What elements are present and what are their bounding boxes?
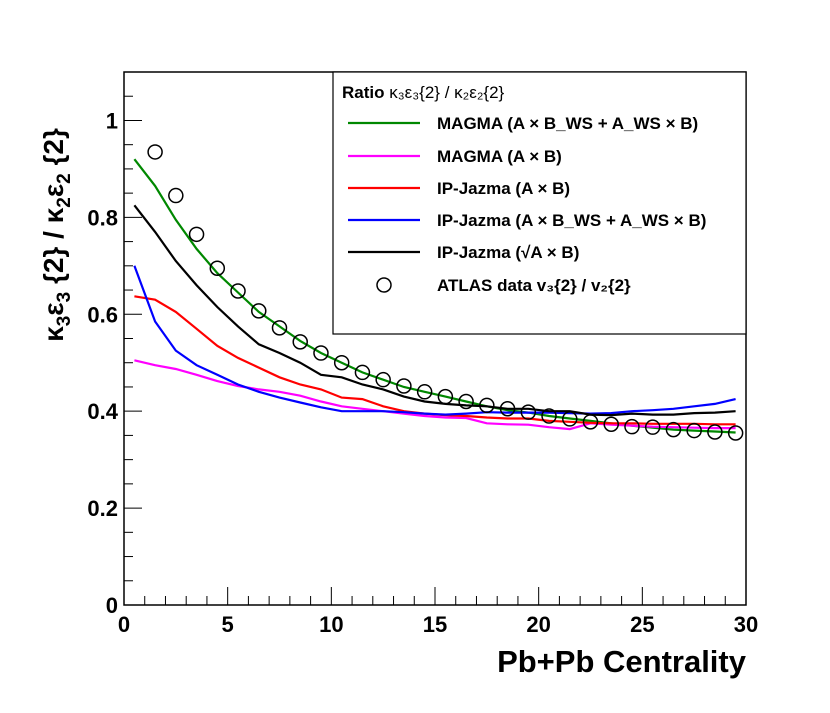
data-point <box>520 404 537 420</box>
data-point <box>458 393 474 410</box>
legend-label: MAGMA (A × B_WS + A_WS × B) <box>437 114 698 133</box>
data-point <box>313 345 329 361</box>
data-point <box>230 283 246 299</box>
data-point <box>375 371 391 388</box>
data-point <box>437 388 454 405</box>
x-axis-title: Pb+Pb Centrality <box>497 644 747 679</box>
x-tick-label: 5 <box>222 612 234 637</box>
y-axis-title: κ3ε3 {2} / κ2ε2 {2} <box>38 128 75 342</box>
data-point <box>333 354 350 371</box>
data-point <box>707 424 723 440</box>
y-title-eps3: ε <box>38 302 69 315</box>
data-point <box>396 378 412 394</box>
data-point <box>624 418 640 435</box>
x-tick-label: 25 <box>630 612 654 637</box>
x-tick-label: 20 <box>526 612 550 637</box>
legend-header: Ratio κ₃ε₃{2} / κ₂ε₂{2} <box>342 83 505 102</box>
data-point <box>251 303 267 319</box>
y-tick-label: 0 <box>106 593 118 618</box>
legend-label: ATLAS data v₃{2} / v₂{2} <box>437 276 631 295</box>
y-tick-label: 0.2 <box>87 496 118 521</box>
y-title-end: {2} <box>38 128 69 173</box>
y-title-sub: 3 <box>54 316 75 327</box>
y-title-mid: {2} / <box>38 223 69 291</box>
plot-area <box>133 144 744 441</box>
data-point <box>644 419 661 435</box>
data-point <box>209 260 226 276</box>
data-point <box>168 187 184 204</box>
legend-marker-circle <box>376 277 392 293</box>
y-title-kappa3: κ <box>38 326 69 342</box>
data-point <box>188 226 205 243</box>
y-title-kappa2: κ <box>38 207 69 223</box>
data-point <box>686 422 702 439</box>
data-point <box>665 421 682 438</box>
y-tick-label: 1 <box>106 108 118 133</box>
data-point <box>416 384 433 400</box>
data-point <box>292 334 308 350</box>
data-point <box>354 364 371 381</box>
legend-label: IP-Jazma (√A × B) <box>437 243 579 262</box>
data-point <box>541 408 557 424</box>
data-point <box>562 411 578 427</box>
y-title-sub: 3 <box>54 292 75 303</box>
legend: Ratio κ₃ε₃{2} / κ₂ε₂{2} MAGMA (A × B_WS +… <box>332 71 747 335</box>
x-tick-label: 0 <box>118 612 130 637</box>
legend-header-math: κ₃ε₃{2} / κ₂ε₂{2} <box>389 83 504 102</box>
x-tick-label: 15 <box>423 612 447 637</box>
axes: 0 5 10 15 20 25 30 0 0.2 0.4 0.6 0.8 1 Pb+Pb Centrali… <box>38 71 758 679</box>
data-point <box>479 397 495 414</box>
legend-label: IP-Jazma (A × B_WS + A_WS × B) <box>437 211 706 230</box>
series-line-3 <box>133 265 736 416</box>
data-point <box>582 414 599 430</box>
x-tick-label: 30 <box>734 612 758 637</box>
y-title-sub: 2 <box>54 173 75 184</box>
series-line-4 <box>133 204 736 417</box>
data-point <box>499 401 516 417</box>
legend-header-prefix: Ratio <box>342 83 389 102</box>
x-tick-label: 10 <box>319 612 343 637</box>
y-tick-label: 0.6 <box>87 302 118 327</box>
series-line-1 <box>134 359 736 431</box>
legend-label: MAGMA (A × B) <box>437 147 562 166</box>
legend-box <box>332 71 747 335</box>
y-title-eps2: ε <box>38 184 69 197</box>
y-tick-label: 0.8 <box>87 205 118 230</box>
data-point <box>603 416 619 433</box>
y-title-sub: 2 <box>54 197 75 208</box>
data-point <box>147 144 163 160</box>
legend-label: IP-Jazma (A × B) <box>437 179 570 198</box>
data-point <box>727 425 744 441</box>
data-point <box>271 320 288 336</box>
y-tick-label: 0.4 <box>87 399 118 424</box>
